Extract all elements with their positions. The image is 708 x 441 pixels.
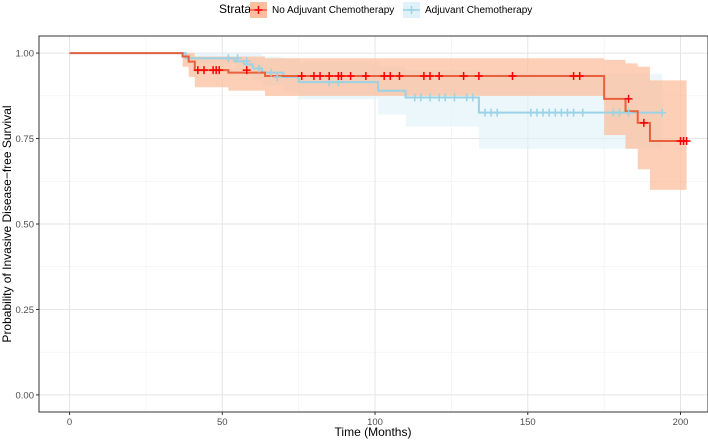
censor-mark-no-adjuvant bbox=[639, 118, 648, 127]
censor-mark-no-adjuvant bbox=[316, 71, 325, 80]
censor-mark-adjuvant bbox=[468, 93, 477, 102]
x-tick-label: 100 bbox=[367, 417, 383, 428]
survival-line-no-adjuvant bbox=[69, 52, 687, 142]
legend-label-adjuvant: Adjuvant Chemotherapy bbox=[425, 5, 532, 16]
y-axis-title: Probability of Invasive Disease−free Sur… bbox=[0, 105, 14, 342]
censor-mark-adjuvant bbox=[242, 57, 251, 66]
x-axis: 0 50 100 150 200 bbox=[67, 412, 689, 428]
censor-mark-no-adjuvant bbox=[426, 71, 435, 80]
legend-key-adjuvant-censor bbox=[407, 6, 416, 14]
x-axis-title: Time (Months) bbox=[335, 425, 412, 439]
censor-mark-no-adjuvant bbox=[459, 71, 468, 80]
y-axis: 0.00 0.25 0.50 0.75 1.00 bbox=[16, 49, 39, 401]
legend-key-no-adjuvant-censor bbox=[254, 6, 263, 14]
censor-mark-adjuvant bbox=[615, 108, 624, 117]
x-tick-label: 0 bbox=[67, 417, 72, 428]
censor-mark-adjuvant bbox=[578, 108, 587, 117]
censor-mark-no-adjuvant bbox=[624, 94, 633, 103]
censor-mark-no-adjuvant bbox=[386, 71, 395, 80]
censor-mark-no-adjuvant bbox=[337, 71, 346, 80]
y-tick-label: 0.25 bbox=[16, 305, 35, 316]
censor-mark-adjuvant bbox=[450, 93, 459, 102]
censor-mark-adjuvant bbox=[254, 64, 263, 73]
censor-mark-no-adjuvant bbox=[346, 71, 355, 80]
censor-mark-adjuvant bbox=[624, 108, 633, 117]
censor-mark-no-adjuvant bbox=[215, 66, 224, 75]
y-tick-label: 0.50 bbox=[16, 220, 35, 231]
censor-mark-adjuvant bbox=[493, 108, 502, 117]
censor-mark-no-adjuvant bbox=[297, 71, 306, 80]
confidence-bands bbox=[69, 53, 687, 190]
censor-mark-adjuvant bbox=[426, 93, 435, 102]
censor-marks bbox=[193, 54, 691, 145]
y-tick-label: 0.00 bbox=[16, 390, 35, 401]
censor-mark-adjuvant bbox=[569, 108, 578, 117]
y-tick-label: 0.75 bbox=[16, 134, 35, 145]
censor-mark-adjuvant bbox=[224, 54, 233, 63]
censor-mark-no-adjuvant bbox=[325, 71, 334, 80]
censor-mark-no-adjuvant bbox=[199, 66, 208, 75]
censor-mark-no-adjuvant bbox=[508, 71, 517, 80]
censor-mark-adjuvant bbox=[267, 68, 276, 77]
legend: Strata No Adjuvant Chemotherapy Adjuvant… bbox=[219, 2, 532, 18]
censor-mark-no-adjuvant bbox=[361, 71, 370, 80]
censor-mark-no-adjuvant bbox=[242, 66, 251, 75]
y-tick-label: 1.00 bbox=[16, 49, 35, 60]
censor-mark-adjuvant bbox=[658, 108, 667, 117]
censor-mark-adjuvant bbox=[273, 73, 282, 82]
x-tick-label: 50 bbox=[217, 417, 228, 428]
censor-mark-adjuvant bbox=[233, 54, 242, 63]
x-tick-label: 200 bbox=[673, 417, 689, 428]
censor-mark-adjuvant bbox=[416, 93, 425, 102]
censor-mark-no-adjuvant bbox=[435, 71, 444, 80]
legend-label-no-adjuvant: No Adjuvant Chemotherapy bbox=[272, 5, 394, 16]
ci-band-no-adjuvant bbox=[69, 53, 687, 190]
censor-mark-no-adjuvant bbox=[474, 71, 483, 80]
censor-mark-adjuvant bbox=[441, 93, 450, 102]
censor-mark-no-adjuvant bbox=[395, 71, 404, 80]
x-tick-label: 150 bbox=[520, 417, 536, 428]
legend-title: Strata bbox=[219, 2, 251, 16]
censor-mark-no-adjuvant bbox=[575, 71, 584, 80]
censor-mark-no-adjuvant bbox=[682, 136, 691, 145]
